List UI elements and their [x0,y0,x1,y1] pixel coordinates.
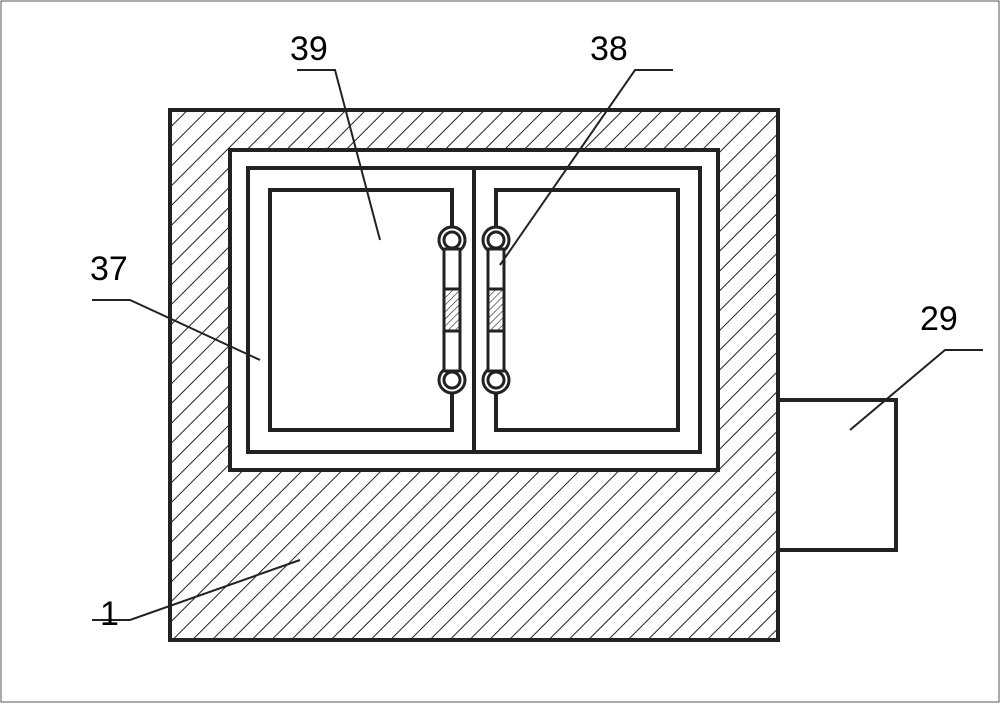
label-1: 1 [100,595,119,633]
door-left-window [270,190,452,430]
label-29: 29 [920,300,958,338]
label-38: 38 [590,30,628,68]
doors [248,168,700,452]
side-box-29 [778,400,896,550]
door-right-window [496,190,678,430]
label-39: 39 [290,30,328,68]
diagram-root: 1 29 37 38 39 [0,0,1000,703]
label-37: 37 [90,250,128,288]
